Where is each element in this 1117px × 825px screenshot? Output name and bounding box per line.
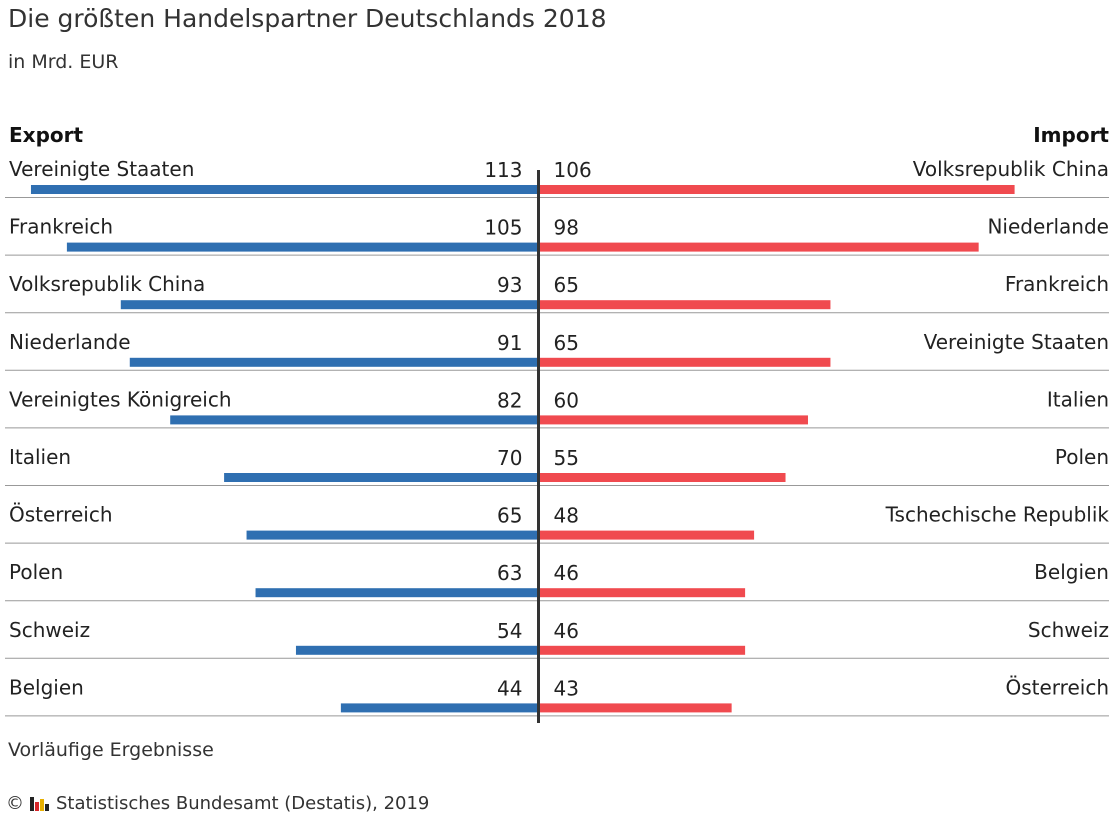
import-value-label: 60 (554, 388, 579, 412)
export-header: Export (9, 123, 83, 147)
export-country-label: Polen (9, 560, 63, 584)
export-value-label: 93 (497, 273, 522, 297)
export-value-label: 63 (497, 561, 522, 585)
import-bar (538, 645, 746, 655)
export-value-label: 54 (497, 619, 522, 643)
import-header: Import (1033, 123, 1109, 147)
export-bar (30, 185, 539, 194)
export-value-label: 91 (497, 331, 522, 355)
import-value-label: 46 (554, 619, 579, 643)
export-bar (129, 357, 539, 367)
source-line: © Statistisches Bundesamt (Destatis), 20… (6, 793, 429, 814)
footnote: Vorläufige Ergebnisse (8, 739, 214, 761)
export-value-label: 70 (497, 446, 522, 470)
copyright-symbol: © (6, 793, 24, 814)
export-country-label: Österreich (9, 503, 113, 527)
export-value-label: 82 (497, 388, 522, 412)
export-country-label: Niederlande (9, 330, 131, 354)
chart-subtitle: in Mrd. EUR (8, 51, 119, 73)
import-value-label: 46 (554, 561, 579, 585)
export-country-label: Schweiz (9, 618, 90, 642)
import-bar (538, 530, 755, 540)
export-bar (340, 703, 539, 713)
export-bar (255, 588, 539, 598)
import-value-label: 106 (554, 158, 592, 182)
export-value-label: 105 (484, 216, 522, 240)
import-country-label: Polen (1055, 445, 1109, 469)
import-country-label: Belgien (1034, 560, 1109, 584)
import-country-label: Frankreich (1005, 272, 1109, 296)
import-bar (538, 473, 786, 482)
import-country-label: Österreich (1006, 675, 1110, 699)
export-value-label: 113 (484, 158, 522, 182)
import-bar (538, 185, 1015, 194)
import-country-label: Italien (1047, 387, 1109, 411)
export-bar (120, 300, 539, 310)
import-value-label: 65 (554, 273, 579, 297)
import-bar (538, 588, 746, 598)
export-bar (224, 473, 539, 482)
import-value-label: 48 (554, 504, 579, 528)
export-country-label: Frankreich (9, 215, 113, 239)
import-country-label: Vereinigte Staaten (924, 330, 1109, 354)
export-bar (295, 645, 539, 655)
export-value-label: 44 (497, 676, 522, 700)
export-value-label: 65 (497, 504, 522, 528)
destatis-logo-icon (30, 796, 50, 811)
export-country-label: Vereinigte Staaten (9, 157, 194, 181)
export-bar (66, 242, 539, 252)
export-bar (170, 415, 539, 425)
import-bar (538, 703, 732, 713)
diverging-bar-chart: Export Import Vereinigte Staaten 113 Volks… (5, 123, 1110, 723)
import-value-label: 98 (554, 216, 579, 240)
export-country-label: Belgien (9, 675, 84, 699)
import-value-label: 55 (554, 446, 579, 470)
source-text: Statistisches Bundesamt (Destatis), 2019 (56, 793, 430, 814)
import-country-label: Tschechische Republik (885, 503, 1110, 527)
export-country-label: Italien (9, 445, 71, 469)
import-bar (538, 242, 979, 252)
import-value-label: 43 (554, 676, 579, 700)
import-country-label: Volksrepublik China (913, 157, 1109, 181)
import-bar (538, 357, 831, 367)
chart-title: Die größten Handelspartner Deutschlands … (8, 4, 607, 33)
import-bar (538, 300, 831, 310)
export-bar (246, 530, 539, 540)
import-country-label: Niederlande (987, 215, 1109, 239)
import-value-label: 65 (554, 331, 579, 355)
export-country-label: Volksrepublik China (9, 272, 205, 296)
export-country-label: Vereinigtes Königreich (9, 387, 232, 411)
import-bar (538, 415, 808, 425)
import-country-label: Schweiz (1028, 618, 1109, 642)
chart-rows: Vereinigte Staaten 113 Volksrepublik China… (5, 157, 1110, 717)
